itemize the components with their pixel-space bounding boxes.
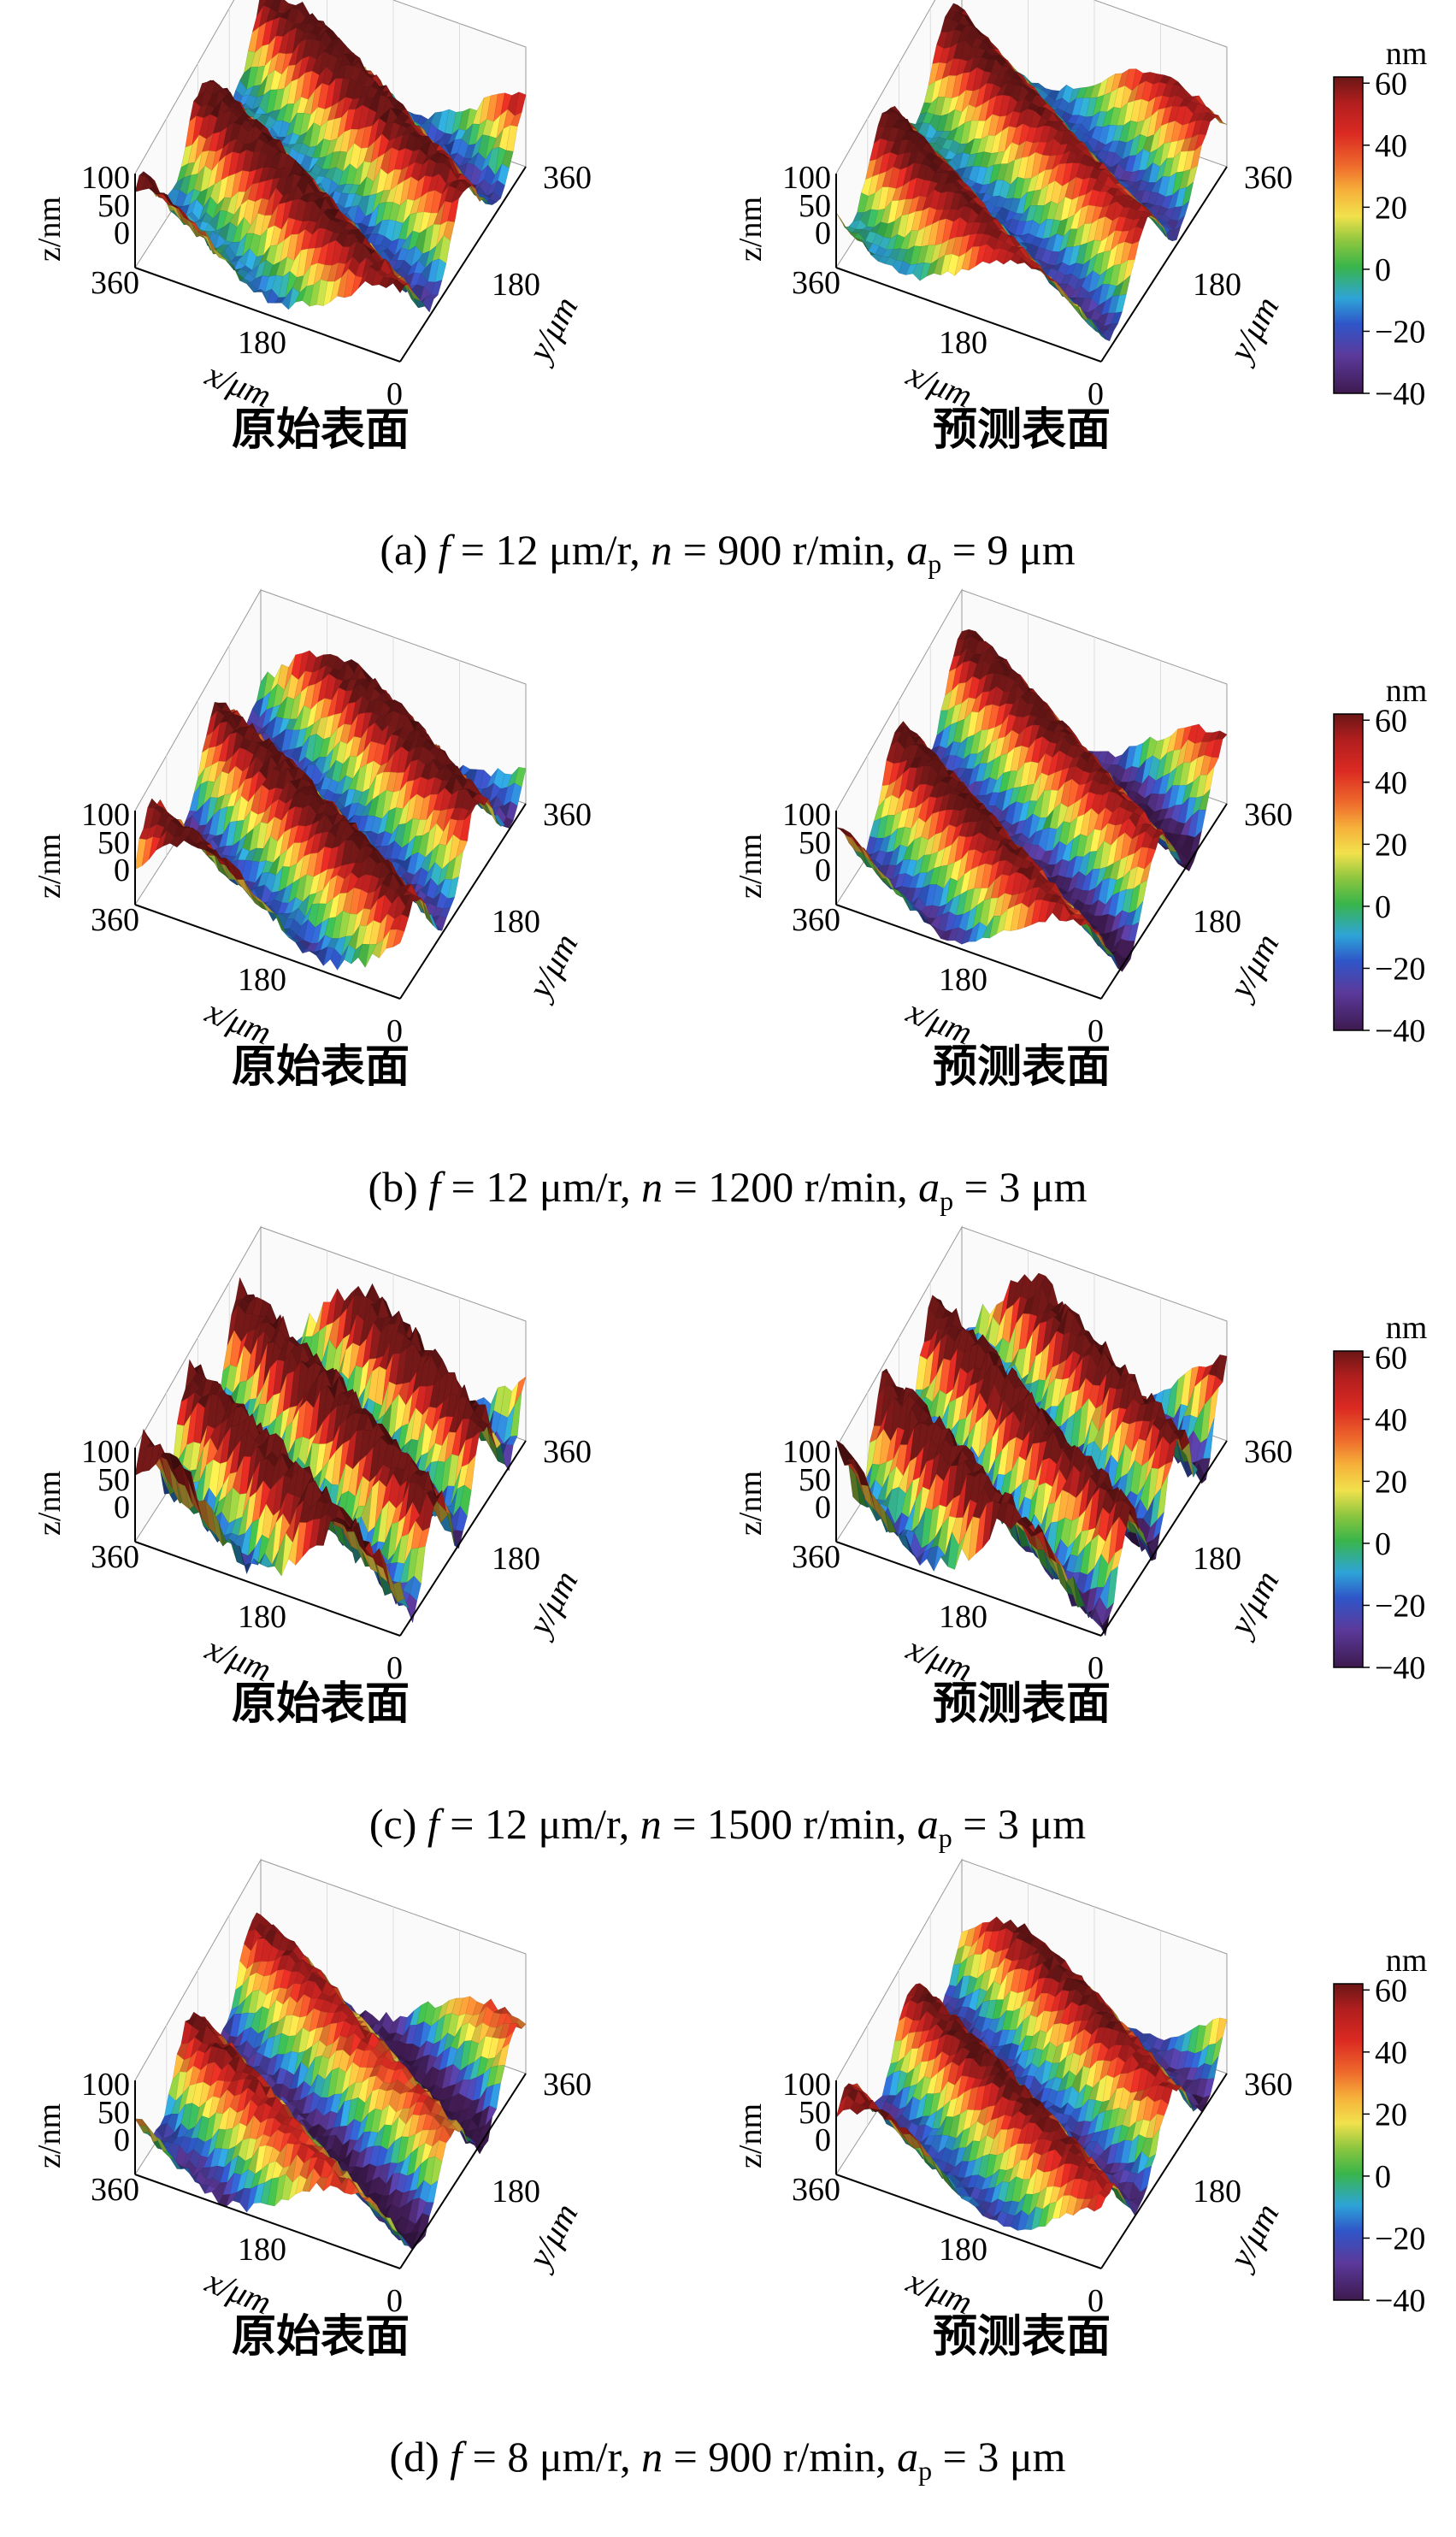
- colorbar-tick-label: 40: [1375, 128, 1407, 164]
- colorbar-tick-label: 20: [1375, 827, 1407, 863]
- x-tick-label: 180: [939, 325, 987, 361]
- y-tick-label: 360: [1244, 797, 1293, 833]
- caption-n-symbol: n: [651, 526, 672, 574]
- colorbar-tick-label: −40: [1375, 1013, 1425, 1049]
- x-tick-label: 360: [792, 265, 840, 301]
- colorbar-tick-label: −20: [1375, 951, 1425, 987]
- surface-mesh: [134, 0, 527, 313]
- z-axis-label: z/nm: [32, 197, 68, 262]
- z-axis-label: z/nm: [733, 834, 769, 899]
- y-tick-label: 360: [543, 797, 592, 833]
- x-tick-label: 360: [91, 902, 139, 938]
- colorbar-tick-label: 20: [1375, 190, 1407, 226]
- colorbar-tick-label: 60: [1375, 66, 1407, 102]
- row-a: 100500z/nm3601800x/μm360180y/μm原始表面10050…: [32, 0, 1427, 579]
- caption-f-value: = 12 μm/r,: [450, 526, 651, 574]
- colorbar-tick-label: 0: [1375, 889, 1391, 925]
- caption-n-value: = 1200 r/min,: [663, 1163, 918, 1211]
- caption-a-value: = 9 μm: [941, 526, 1076, 574]
- panel-label: 预测表面: [933, 1041, 1111, 1093]
- y-tick-label: 180: [1193, 904, 1241, 940]
- colorbar-tick-label: 60: [1375, 703, 1407, 739]
- caption-n-symbol: n: [641, 1163, 663, 1211]
- panel-label: 原始表面: [232, 1041, 410, 1093]
- caption-a-subscript: p: [928, 548, 941, 579]
- caption-n-value: = 900 r/min,: [672, 526, 906, 574]
- row-b: 100500z/nm3601800x/μm360180y/μm原始表面10050…: [32, 588, 1427, 1216]
- y-tick-label: 180: [492, 267, 540, 303]
- y-tick-label: 180: [1193, 267, 1241, 303]
- row-c: 100500z/nm3601800x/μm360180y/μm原始表面10050…: [32, 1225, 1427, 1853]
- x-tick-label: 180: [238, 325, 286, 361]
- caption-prefix: (b): [368, 1163, 428, 1211]
- y-tick-label: 360: [1244, 160, 1293, 196]
- y-tick-label: 180: [492, 904, 540, 940]
- x-tick-label: 360: [792, 902, 840, 938]
- colorbar: [1333, 76, 1364, 394]
- caption-a-value: = 3 μm: [953, 1163, 1088, 1211]
- z-tick-label: 0: [815, 853, 831, 888]
- x-tick-label: 180: [238, 962, 286, 998]
- panel-label: 预测表面: [933, 404, 1111, 456]
- caption-f-value: = 12 μm/r,: [440, 1163, 641, 1211]
- caption-a-symbol: a: [918, 1163, 940, 1211]
- colorbar-tick-label: 40: [1375, 765, 1407, 801]
- x-tick-label: 180: [939, 962, 987, 998]
- caption-a-symbol: a: [906, 526, 928, 574]
- colorbar: [1333, 713, 1364, 1031]
- z-axis-label: z/nm: [733, 197, 769, 262]
- y-tick-label: 360: [543, 160, 592, 196]
- z-tick-label: 0: [815, 215, 831, 251]
- colorbar-tick-label: 0: [1375, 252, 1391, 288]
- colorbar-tick-label: −20: [1375, 314, 1425, 350]
- panel-label: 原始表面: [232, 404, 410, 456]
- z-tick-label: 0: [114, 215, 130, 251]
- z-axis-label: z/nm: [32, 834, 68, 899]
- row-caption: (a) f = 12 μm/r, n = 900 r/min, ap = 9 μ…: [380, 526, 1075, 579]
- caption-a-subscript: p: [940, 1185, 953, 1216]
- z-tick-label: 0: [114, 853, 130, 888]
- row-caption: (b) f = 12 μm/r, n = 1200 r/min, ap = 3 …: [368, 1163, 1087, 1216]
- caption-prefix: (a): [380, 526, 438, 574]
- colorbar-tick-label: −40: [1375, 376, 1425, 412]
- x-tick-label: 360: [91, 265, 139, 301]
